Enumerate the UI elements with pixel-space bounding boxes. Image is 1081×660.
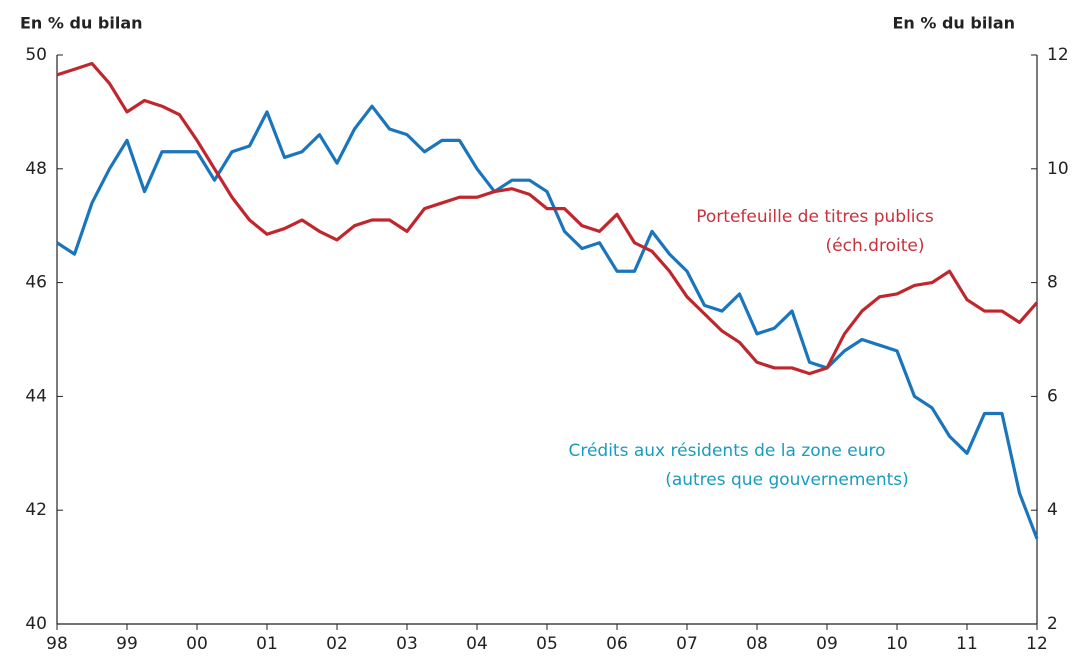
x-tick-label: 02 — [326, 634, 348, 654]
series-line — [56, 61, 1039, 376]
x-tick-label: 01 — [256, 634, 278, 654]
y-tick-label: 44 — [25, 386, 47, 406]
y-tick-label: 40 — [25, 614, 47, 634]
y2-tick-label: 12 — [1047, 45, 1069, 65]
series-label: (autres que gouvernements) — [665, 470, 909, 490]
series-label: Crédits aux résidents de la zone euro — [568, 441, 885, 461]
x-tick-label: 09 — [816, 634, 838, 654]
x-tick-label: 00 — [186, 634, 208, 654]
x-tick-label: 12 — [1026, 634, 1048, 654]
x-tick-label: 04 — [466, 634, 488, 654]
x-tick-label: 11 — [956, 634, 978, 654]
y2-tick-label: 6 — [1047, 386, 1058, 406]
y2-axis-label: En % du bilan — [892, 14, 1015, 33]
series-label: Portefeuille de titres publics — [696, 207, 934, 227]
y-tick-label: 48 — [25, 159, 47, 179]
x-tick-label: 10 — [886, 634, 908, 654]
x-tick-label: 08 — [746, 634, 768, 654]
x-tick-label: 07 — [676, 634, 698, 654]
x-tick-label: 06 — [606, 634, 628, 654]
y2-tick-label: 4 — [1047, 500, 1058, 520]
x-tick-label: 03 — [396, 634, 418, 654]
series-line — [56, 104, 1039, 540]
x-tick-label: 05 — [536, 634, 558, 654]
y2-tick-label: 8 — [1047, 273, 1058, 293]
y-tick-label: 42 — [25, 500, 47, 520]
y-axis-label: En % du bilan — [20, 14, 143, 33]
x-tick-label: 99 — [116, 634, 138, 654]
y-tick-label: 46 — [25, 273, 47, 293]
x-tick-label: 98 — [46, 634, 68, 654]
series-label: (éch.droite) — [826, 236, 925, 256]
y2-tick-label: 10 — [1047, 159, 1069, 179]
y-tick-label: 50 — [25, 45, 47, 65]
y2-tick-label: 2 — [1047, 614, 1058, 634]
